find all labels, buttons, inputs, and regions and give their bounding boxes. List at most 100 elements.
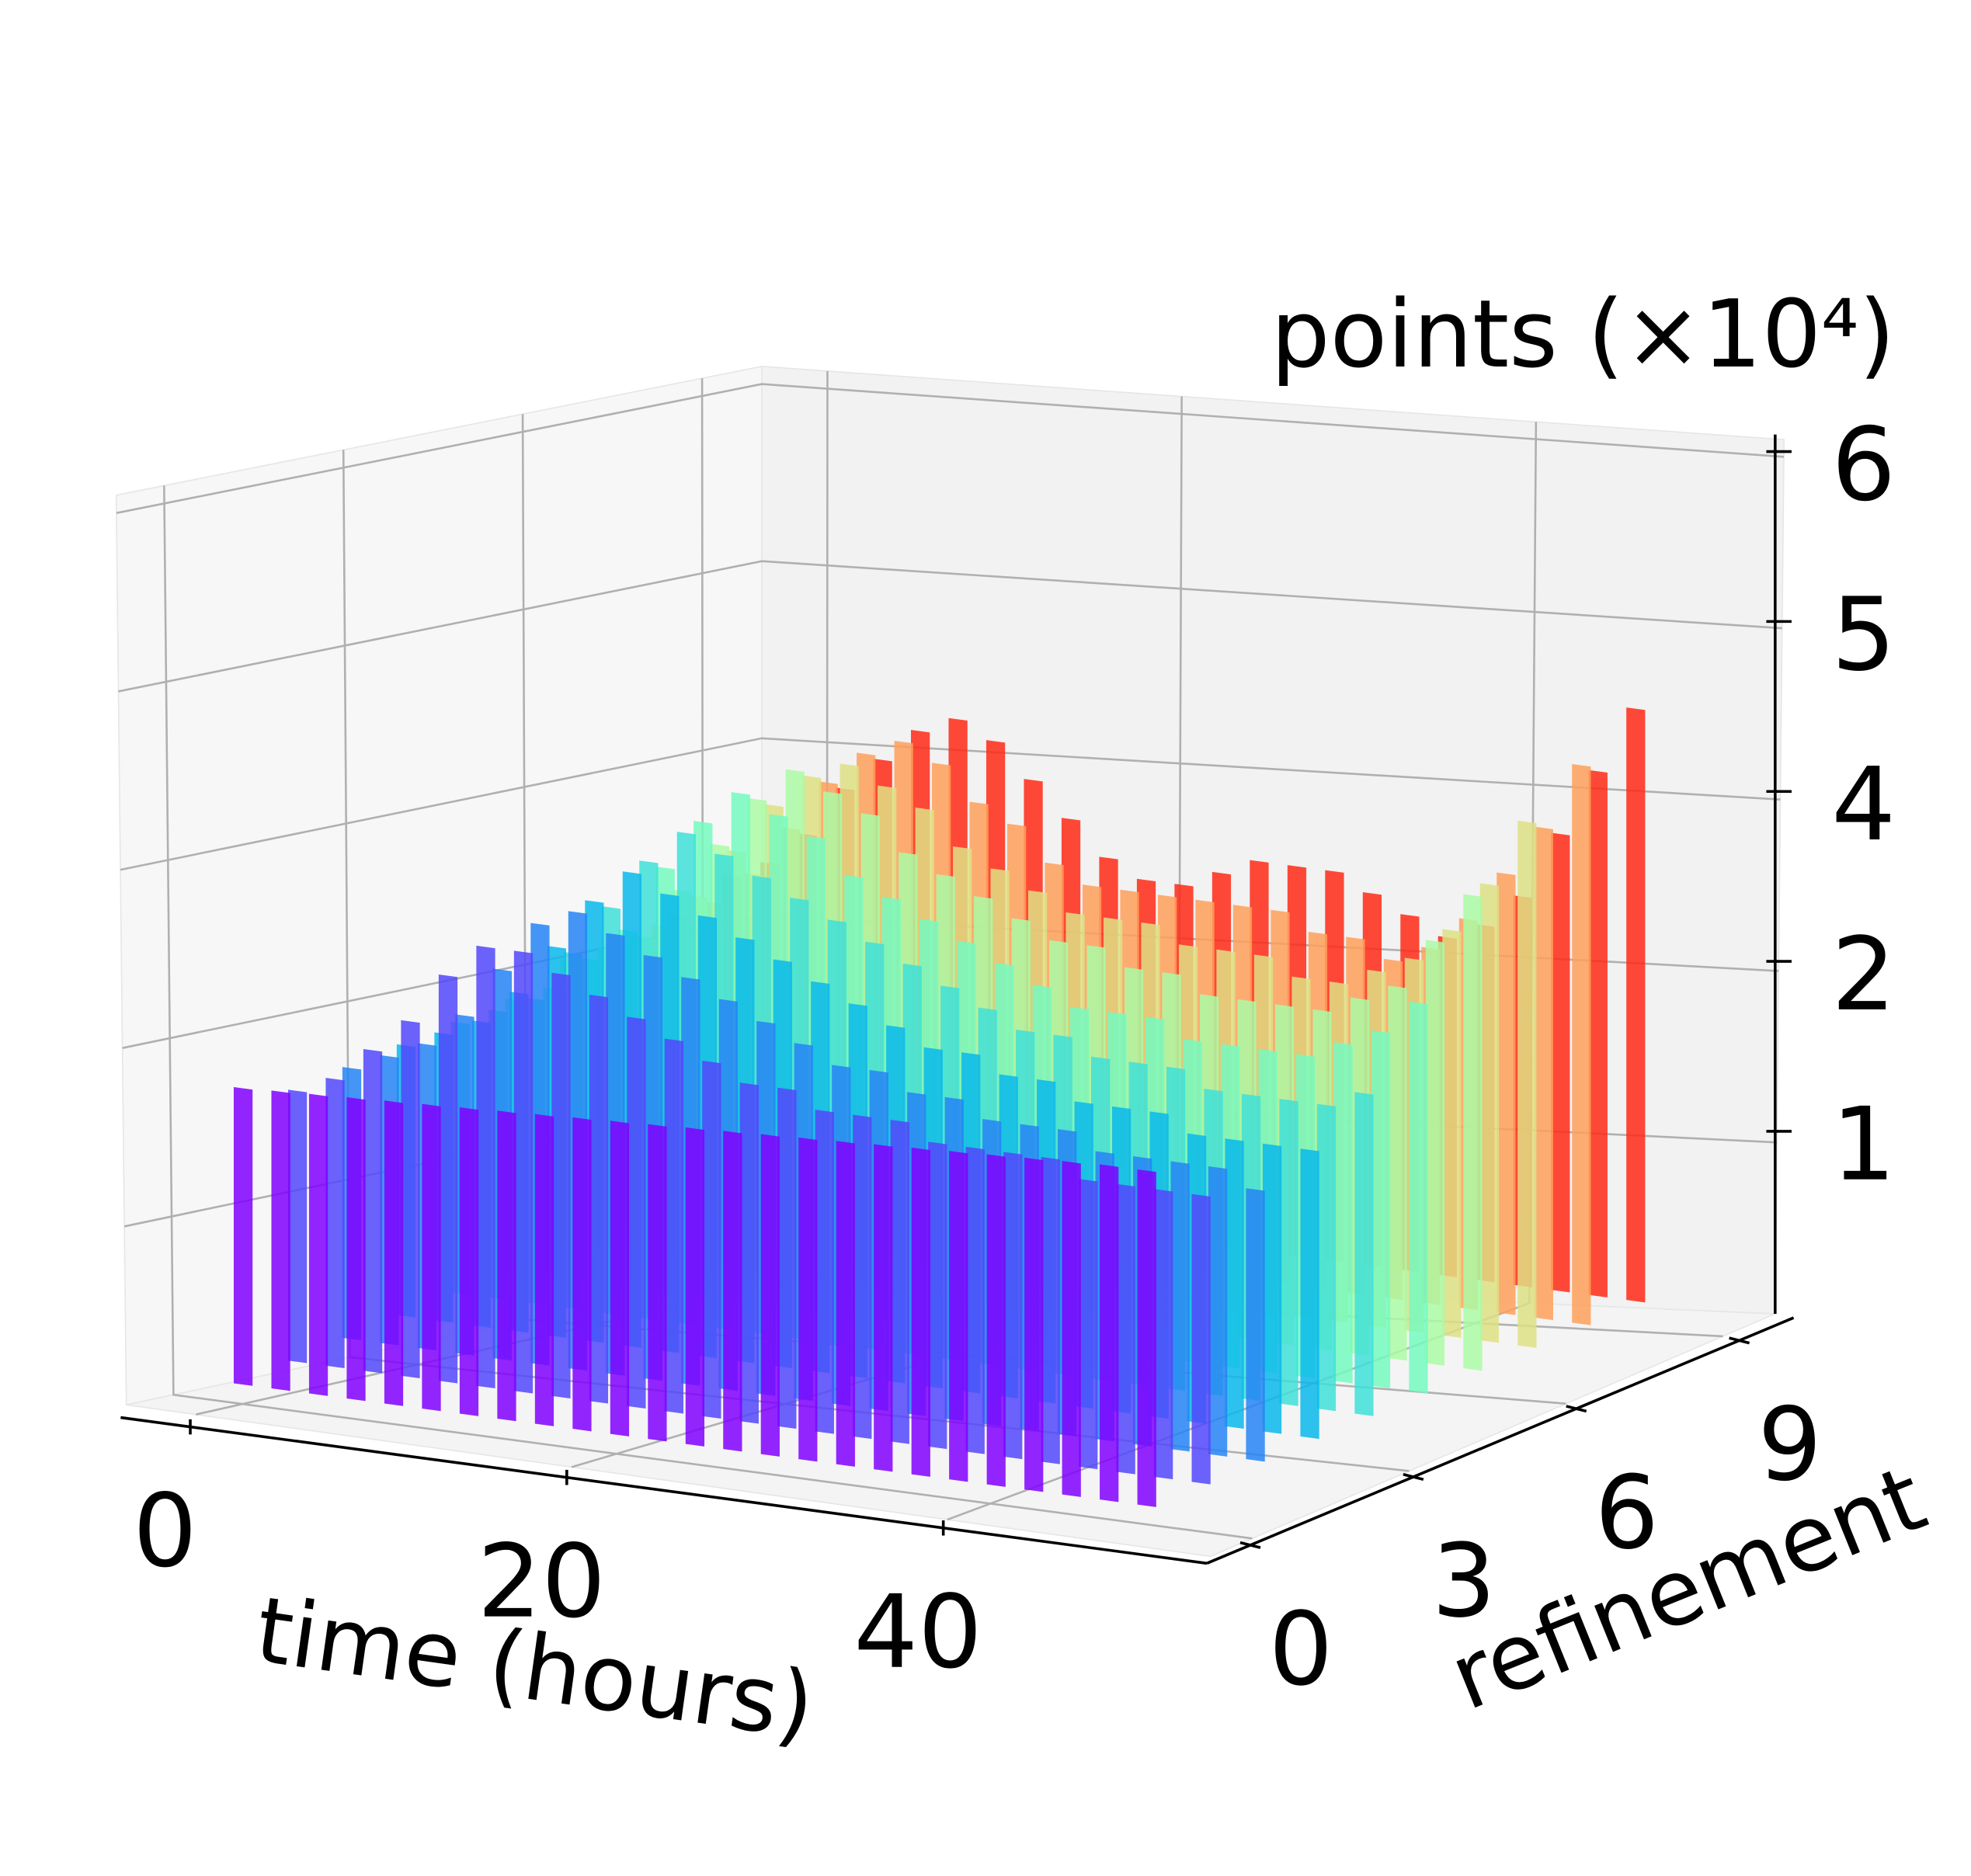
bar <box>1588 770 1608 1298</box>
bar <box>1388 985 1407 1361</box>
bar <box>1572 763 1591 1325</box>
y-tick <box>1566 1405 1587 1413</box>
bar <box>928 1141 947 1450</box>
bar <box>1208 1166 1228 1457</box>
z-tick-label: 1 <box>1831 1086 1896 1204</box>
y-axis-label: refinement <box>1436 1445 1939 1731</box>
bar <box>1371 1030 1391 1388</box>
bar <box>1534 826 1553 1321</box>
y-tick-label: 3 <box>1432 1522 1496 1640</box>
bar <box>1496 872 1516 1315</box>
bar <box>853 1114 872 1440</box>
bar <box>1354 1092 1374 1416</box>
bar <box>760 1134 780 1457</box>
bar <box>1003 1152 1023 1460</box>
bar <box>1442 929 1462 1338</box>
bar <box>1246 1188 1265 1462</box>
bar <box>1333 1042 1353 1384</box>
x-axis-line <box>120 1416 1208 1565</box>
z-tick-label: 5 <box>1831 575 1896 693</box>
bar <box>1463 894 1483 1371</box>
bar <box>949 1151 968 1482</box>
bar <box>1479 883 1500 1343</box>
x-tick-label: 40 <box>853 1573 982 1691</box>
bar <box>648 1124 667 1442</box>
bar <box>1154 1189 1173 1480</box>
bar <box>627 1016 646 1409</box>
y-tick-label: 0 <box>1269 1590 1333 1708</box>
bar <box>815 1110 834 1434</box>
bar <box>459 1107 479 1416</box>
z-grid-line <box>120 737 1781 871</box>
bar <box>874 1144 893 1472</box>
y-tick <box>1729 1336 1750 1345</box>
y-axis-line <box>1206 1316 1795 1565</box>
bar <box>1626 707 1646 1303</box>
bar <box>401 1020 420 1378</box>
bar <box>664 1038 684 1414</box>
bar <box>346 1096 366 1402</box>
bar <box>836 1141 855 1467</box>
bars <box>233 707 1646 1507</box>
bar <box>1100 1164 1119 1503</box>
bar <box>325 1078 345 1368</box>
bar <box>739 1082 759 1424</box>
bar <box>589 995 609 1404</box>
bar <box>551 972 571 1399</box>
bar <box>777 1087 797 1430</box>
z-tick-label: 2 <box>1831 915 1896 1034</box>
bar <box>363 1049 383 1374</box>
bar <box>1551 832 1570 1293</box>
bar <box>1517 820 1537 1348</box>
bar <box>233 1086 253 1386</box>
bar <box>1191 1193 1211 1485</box>
bar <box>965 1146 985 1454</box>
z-grid-line <box>118 560 1782 693</box>
bar <box>1137 1169 1156 1507</box>
bar <box>572 1117 592 1432</box>
x-tick-label: 20 <box>477 1523 606 1641</box>
bar <box>1079 1179 1098 1470</box>
bar <box>1225 1138 1244 1430</box>
bar <box>534 1113 554 1426</box>
x-tick-label: 0 <box>133 1472 197 1590</box>
y-tick <box>1239 1541 1261 1549</box>
z-axis-label: points (×10⁴) <box>1271 280 1895 389</box>
bar <box>610 1120 630 1437</box>
bar <box>986 1154 1006 1487</box>
bar <box>1170 1161 1190 1452</box>
z-grid-line <box>116 383 1785 514</box>
bar <box>1425 940 1445 1366</box>
bar <box>287 1089 308 1364</box>
y-grid-line <box>163 485 1253 1540</box>
y-tick-label: 6 <box>1594 1454 1659 1572</box>
bar <box>308 1093 328 1396</box>
y-tick <box>1403 1473 1424 1482</box>
bar <box>271 1090 290 1391</box>
bar <box>1316 1103 1337 1412</box>
bar <box>438 974 458 1384</box>
bar <box>685 1127 705 1447</box>
z-tick-label: 4 <box>1831 745 1896 863</box>
bar <box>1409 1001 1428 1394</box>
bar <box>798 1137 818 1462</box>
bar <box>890 1120 909 1444</box>
bar <box>1024 1157 1044 1492</box>
bar <box>422 1103 441 1412</box>
bar <box>723 1131 742 1452</box>
bar <box>1041 1156 1060 1464</box>
bar <box>911 1147 930 1477</box>
bar <box>1262 1143 1282 1434</box>
bar <box>1279 1099 1298 1406</box>
bar <box>1300 1148 1319 1440</box>
y-tick-label: 9 <box>1757 1385 1822 1503</box>
z-tick-label: 6 <box>1831 405 1896 523</box>
bar <box>476 945 495 1388</box>
bar <box>384 1100 404 1406</box>
bar <box>1062 1161 1081 1497</box>
bar <box>1116 1183 1135 1475</box>
bar <box>702 1060 721 1419</box>
